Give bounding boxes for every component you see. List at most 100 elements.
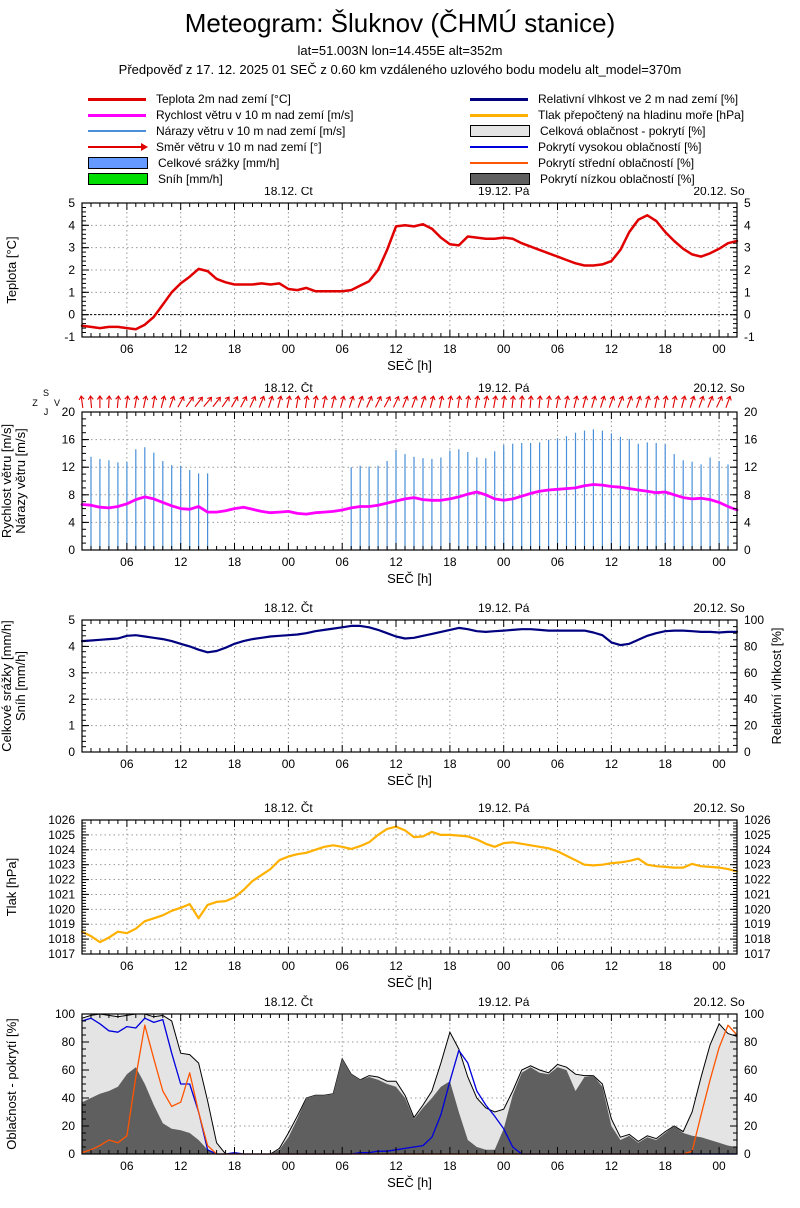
svg-text:12: 12 [605, 959, 619, 973]
svg-text:06: 06 [120, 555, 134, 569]
svg-text:1: 1 [744, 285, 751, 299]
svg-text:18.12. Čt: 18.12. Čt [264, 994, 313, 1009]
svg-text:8: 8 [744, 488, 751, 502]
charts: -1 -1 0 0 1 1 2 2 3 3 4 4 5 5 06 12 18 00 06 12 18 00 06 12 18 00… [0, 187, 800, 1192]
svg-text:1: 1 [68, 285, 75, 299]
wind-direction-arrow-icon [88, 143, 148, 151]
svg-text:1019: 1019 [48, 917, 75, 931]
svg-text:V: V [54, 398, 60, 408]
wind-gusts-line-swatch [88, 130, 146, 132]
svg-text:Sníh [mm/h]: Sníh [mm/h] [13, 651, 28, 721]
legend-label: Relativní vlhkost ve 2 m nad zemí [%] [538, 92, 739, 106]
legend-label: Rychlost větru v 10 m nad zemí [m/s] [156, 108, 354, 122]
svg-text:00: 00 [497, 1159, 511, 1173]
svg-text:2: 2 [744, 263, 751, 277]
svg-text:06: 06 [551, 1159, 565, 1173]
svg-text:0: 0 [68, 543, 75, 557]
svg-text:0: 0 [68, 745, 75, 759]
svg-text:19.12. Pá: 19.12. Pá [478, 601, 530, 615]
svg-text:00: 00 [282, 555, 296, 569]
legend-label: Tlak přepočtený na hladinu moře [hPa] [538, 108, 745, 122]
svg-text:20.12. So: 20.12. So [693, 382, 745, 395]
svg-text:00: 00 [282, 1159, 296, 1173]
svg-text:00: 00 [497, 959, 511, 973]
precipitation-box-swatch [88, 157, 148, 169]
legend-label: Sníh [mm/h] [158, 172, 223, 186]
svg-text:00: 00 [282, 342, 296, 356]
legend: Teplota 2m nad zemí [°C] Rychlost větru … [88, 91, 800, 187]
mid-cloud-line-swatch [470, 162, 528, 164]
svg-text:5: 5 [744, 196, 751, 210]
svg-text:1018: 1018 [48, 932, 75, 946]
legend-label: Celková oblačnost - pokrytí [%] [540, 124, 706, 138]
svg-text:18.12. Čt: 18.12. Čt [264, 800, 313, 815]
svg-text:20.12. So: 20.12. So [693, 601, 745, 615]
svg-text:12: 12 [605, 342, 619, 356]
svg-text:SEČ [h]: SEČ [h] [387, 773, 432, 788]
svg-text:80: 80 [744, 639, 758, 653]
legend-item-wind-speed: Rychlost větru v 10 m nad zemí [m/s] [88, 107, 470, 123]
svg-text:18: 18 [659, 342, 673, 356]
svg-text:00: 00 [712, 342, 726, 356]
svg-text:12: 12 [744, 460, 758, 474]
svg-text:18: 18 [443, 342, 457, 356]
svg-text:Teplota [°C]: Teplota [°C] [4, 236, 19, 303]
snow-box-swatch [88, 173, 148, 185]
svg-text:12: 12 [62, 460, 76, 474]
svg-text:00: 00 [712, 555, 726, 569]
svg-text:Relativní vlhkost [%]: Relativní vlhkost [%] [769, 627, 784, 744]
svg-text:60: 60 [62, 1063, 76, 1077]
svg-text:18: 18 [443, 757, 457, 771]
svg-text:4: 4 [68, 218, 75, 232]
svg-text:18: 18 [659, 555, 673, 569]
svg-text:Celkové srážky [mm/h]: Celkové srážky [mm/h] [0, 620, 14, 751]
temperature-chart: -1 -10 01 12 23 34 45 506 12 18 00 06 12 18 00 06 12 18 00… [4, 187, 755, 373]
svg-text:40: 40 [744, 692, 758, 706]
svg-text:12: 12 [389, 555, 403, 569]
svg-text:1020: 1020 [744, 902, 771, 916]
svg-text:12: 12 [174, 555, 188, 569]
legend-label: Teplota 2m nad zemí [°C] [156, 92, 291, 106]
svg-text:18: 18 [228, 757, 242, 771]
svg-text:18: 18 [659, 959, 673, 973]
high-cloud-line-swatch [470, 146, 528, 148]
svg-text:12: 12 [174, 1159, 188, 1173]
svg-text:18.12. Čt: 18.12. Čt [264, 600, 313, 615]
svg-text:1018: 1018 [744, 932, 771, 946]
legend-item-low-cloud: Pokrytí nízkou oblačností [%] [470, 171, 800, 187]
svg-text:18: 18 [228, 1159, 242, 1173]
svg-text:40: 40 [62, 1091, 76, 1105]
svg-text:2: 2 [68, 263, 75, 277]
svg-text:06: 06 [120, 757, 134, 771]
svg-text:18.12. Čt: 18.12. Čt [264, 382, 313, 395]
svg-text:4: 4 [68, 639, 75, 653]
svg-text:12: 12 [605, 757, 619, 771]
svg-text:00: 00 [282, 757, 296, 771]
svg-text:1021: 1021 [48, 887, 75, 901]
svg-text:100: 100 [744, 1007, 764, 1021]
humidity-line-swatch [470, 97, 528, 101]
legend-label: Celkové srážky [mm/h] [158, 156, 280, 170]
svg-text:16: 16 [744, 433, 758, 447]
arrowhead-icon [141, 143, 148, 151]
svg-text:06: 06 [120, 959, 134, 973]
svg-text:1023: 1023 [48, 858, 75, 872]
svg-text:5: 5 [68, 196, 75, 210]
svg-text:1025: 1025 [48, 828, 75, 842]
svg-text:1025: 1025 [744, 828, 771, 842]
svg-text:8: 8 [68, 488, 75, 502]
meteogram-page: { "header": { "title": "Meteogram: Šlukn… [0, 8, 800, 1208]
svg-text:1021: 1021 [744, 887, 771, 901]
svg-text:20: 20 [62, 1119, 76, 1133]
legend-column-right: Relativní vlhkost ve 2 m nad zemí [%] Tl… [470, 91, 800, 187]
svg-text:2: 2 [68, 692, 75, 706]
svg-text:16: 16 [62, 433, 76, 447]
svg-text:06: 06 [336, 555, 350, 569]
svg-text:19.12. Pá: 19.12. Pá [478, 801, 530, 815]
svg-text:12: 12 [174, 959, 188, 973]
svg-text:-1: -1 [64, 330, 75, 344]
svg-text:06: 06 [336, 757, 350, 771]
svg-text:12: 12 [389, 757, 403, 771]
svg-text:S: S [43, 388, 49, 398]
